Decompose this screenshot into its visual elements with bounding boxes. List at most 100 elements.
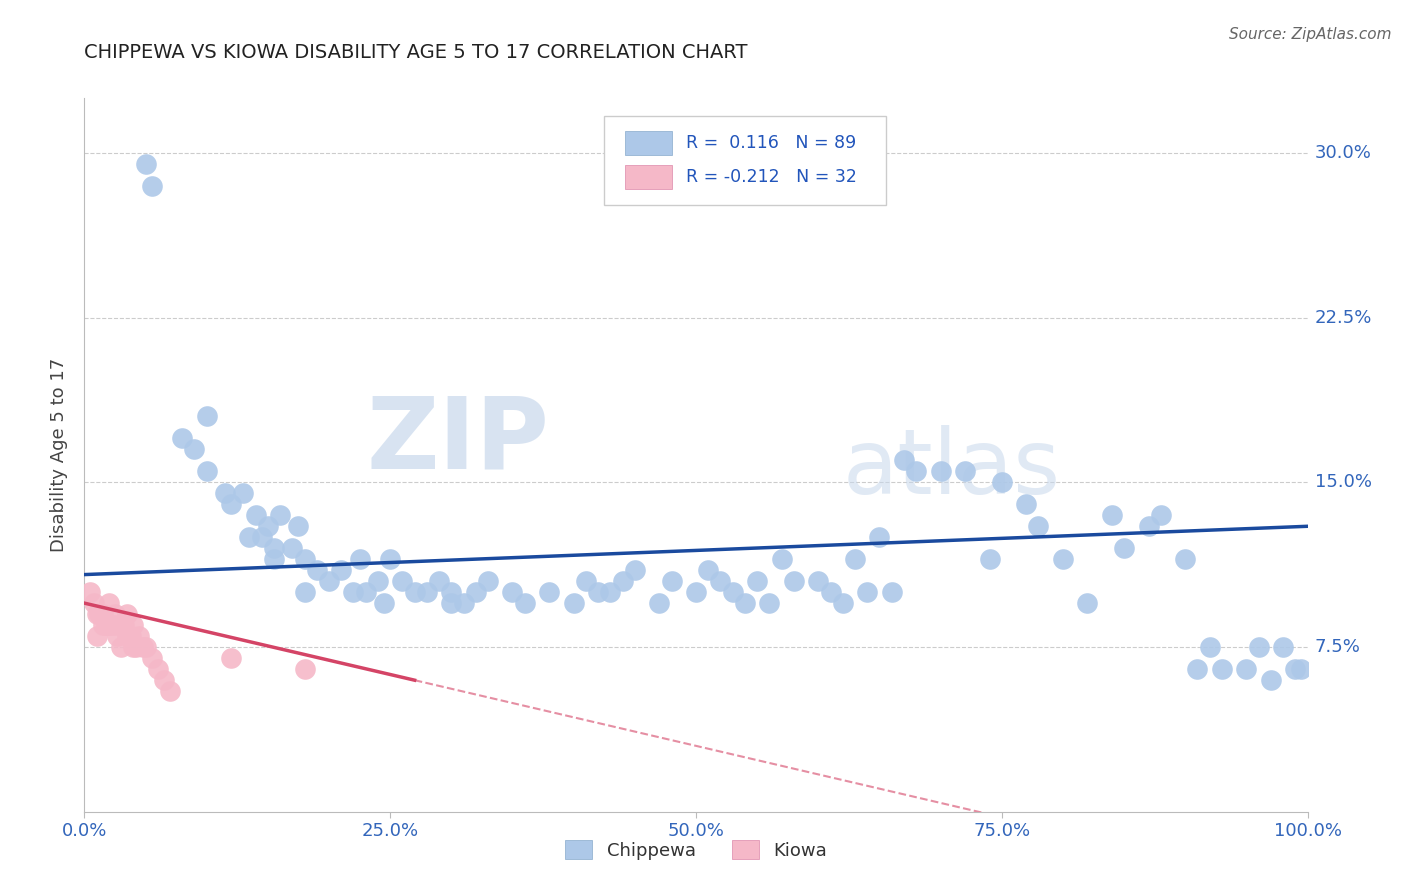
Point — [734, 596, 756, 610]
Point — [844, 552, 866, 566]
Point — [112, 618, 135, 632]
Point — [125, 640, 148, 654]
Point — [159, 684, 181, 698]
Point — [661, 574, 683, 589]
Point — [305, 563, 328, 577]
Point — [391, 574, 413, 589]
FancyBboxPatch shape — [626, 165, 672, 189]
Point — [807, 574, 830, 589]
Point — [195, 409, 218, 424]
Text: 30.0%: 30.0% — [1315, 144, 1371, 162]
Point — [990, 475, 1012, 490]
Point — [100, 618, 122, 632]
Point — [1101, 508, 1123, 523]
Point — [104, 618, 127, 632]
Point — [783, 574, 806, 589]
Point — [440, 596, 463, 610]
Point — [97, 618, 120, 632]
FancyBboxPatch shape — [626, 131, 672, 155]
Point — [132, 640, 155, 654]
Point — [1137, 519, 1160, 533]
Point — [953, 464, 976, 478]
Point — [294, 552, 316, 566]
Point — [122, 618, 145, 632]
Point — [195, 464, 218, 478]
Point — [893, 453, 915, 467]
Point — [104, 607, 127, 621]
Point — [1291, 662, 1313, 676]
Point — [880, 585, 903, 599]
Point — [294, 585, 316, 599]
Text: CHIPPEWA VS KIOWA DISABILITY AGE 5 TO 17 CORRELATION CHART: CHIPPEWA VS KIOWA DISABILITY AGE 5 TO 17… — [84, 44, 748, 62]
Point — [219, 651, 242, 665]
Point — [105, 629, 128, 643]
Point — [709, 574, 731, 589]
Point — [929, 464, 952, 478]
Point — [146, 662, 169, 676]
Point — [281, 541, 304, 556]
Point — [96, 618, 118, 632]
Text: ZIP: ZIP — [367, 392, 550, 489]
Point — [110, 640, 132, 654]
Y-axis label: Disability Age 5 to 17: Disability Age 5 to 17 — [51, 358, 69, 552]
Text: 22.5%: 22.5% — [1315, 309, 1372, 326]
Point — [1198, 640, 1220, 654]
FancyBboxPatch shape — [605, 116, 886, 205]
Point — [257, 519, 280, 533]
Point — [538, 585, 561, 599]
Point — [831, 596, 853, 610]
Point — [91, 618, 114, 632]
Point — [586, 585, 609, 599]
Point — [115, 607, 138, 621]
Text: R =  0.116   N = 89: R = 0.116 N = 89 — [686, 134, 856, 152]
Point — [172, 432, 194, 446]
Point — [269, 508, 291, 523]
Point — [367, 574, 389, 589]
Point — [685, 585, 707, 599]
Point — [245, 508, 267, 523]
Point — [721, 585, 744, 599]
Point — [122, 640, 145, 654]
Point — [135, 157, 157, 171]
Point — [1260, 673, 1282, 687]
Point — [624, 563, 647, 577]
Point — [464, 585, 486, 599]
Point — [135, 640, 157, 654]
Point — [599, 585, 621, 599]
Point — [453, 596, 475, 610]
Point — [562, 596, 585, 610]
Point — [501, 585, 523, 599]
Point — [1028, 519, 1050, 533]
Point — [342, 585, 364, 599]
Point — [820, 585, 842, 599]
Point — [648, 596, 671, 610]
Point — [219, 497, 242, 511]
Point — [263, 552, 285, 566]
Point — [86, 607, 108, 621]
Point — [294, 662, 316, 676]
Point — [349, 552, 371, 566]
Point — [758, 596, 780, 610]
Point — [330, 563, 353, 577]
Point — [354, 585, 377, 599]
Point — [1272, 640, 1295, 654]
Text: Source: ZipAtlas.com: Source: ZipAtlas.com — [1229, 27, 1392, 42]
Point — [83, 596, 105, 610]
Point — [416, 585, 439, 599]
Point — [1076, 596, 1098, 610]
Point — [1052, 552, 1074, 566]
Point — [404, 585, 426, 599]
Text: atlas: atlas — [842, 425, 1062, 513]
Text: R = -0.212   N = 32: R = -0.212 N = 32 — [686, 169, 858, 186]
Point — [1211, 662, 1233, 676]
Point — [141, 178, 163, 193]
Point — [612, 574, 634, 589]
Point — [183, 442, 205, 457]
Point — [97, 596, 120, 610]
Point — [287, 519, 309, 533]
Point — [115, 629, 138, 643]
Point — [477, 574, 499, 589]
Point — [110, 618, 132, 632]
Text: 15.0%: 15.0% — [1315, 474, 1372, 491]
Point — [238, 530, 260, 544]
